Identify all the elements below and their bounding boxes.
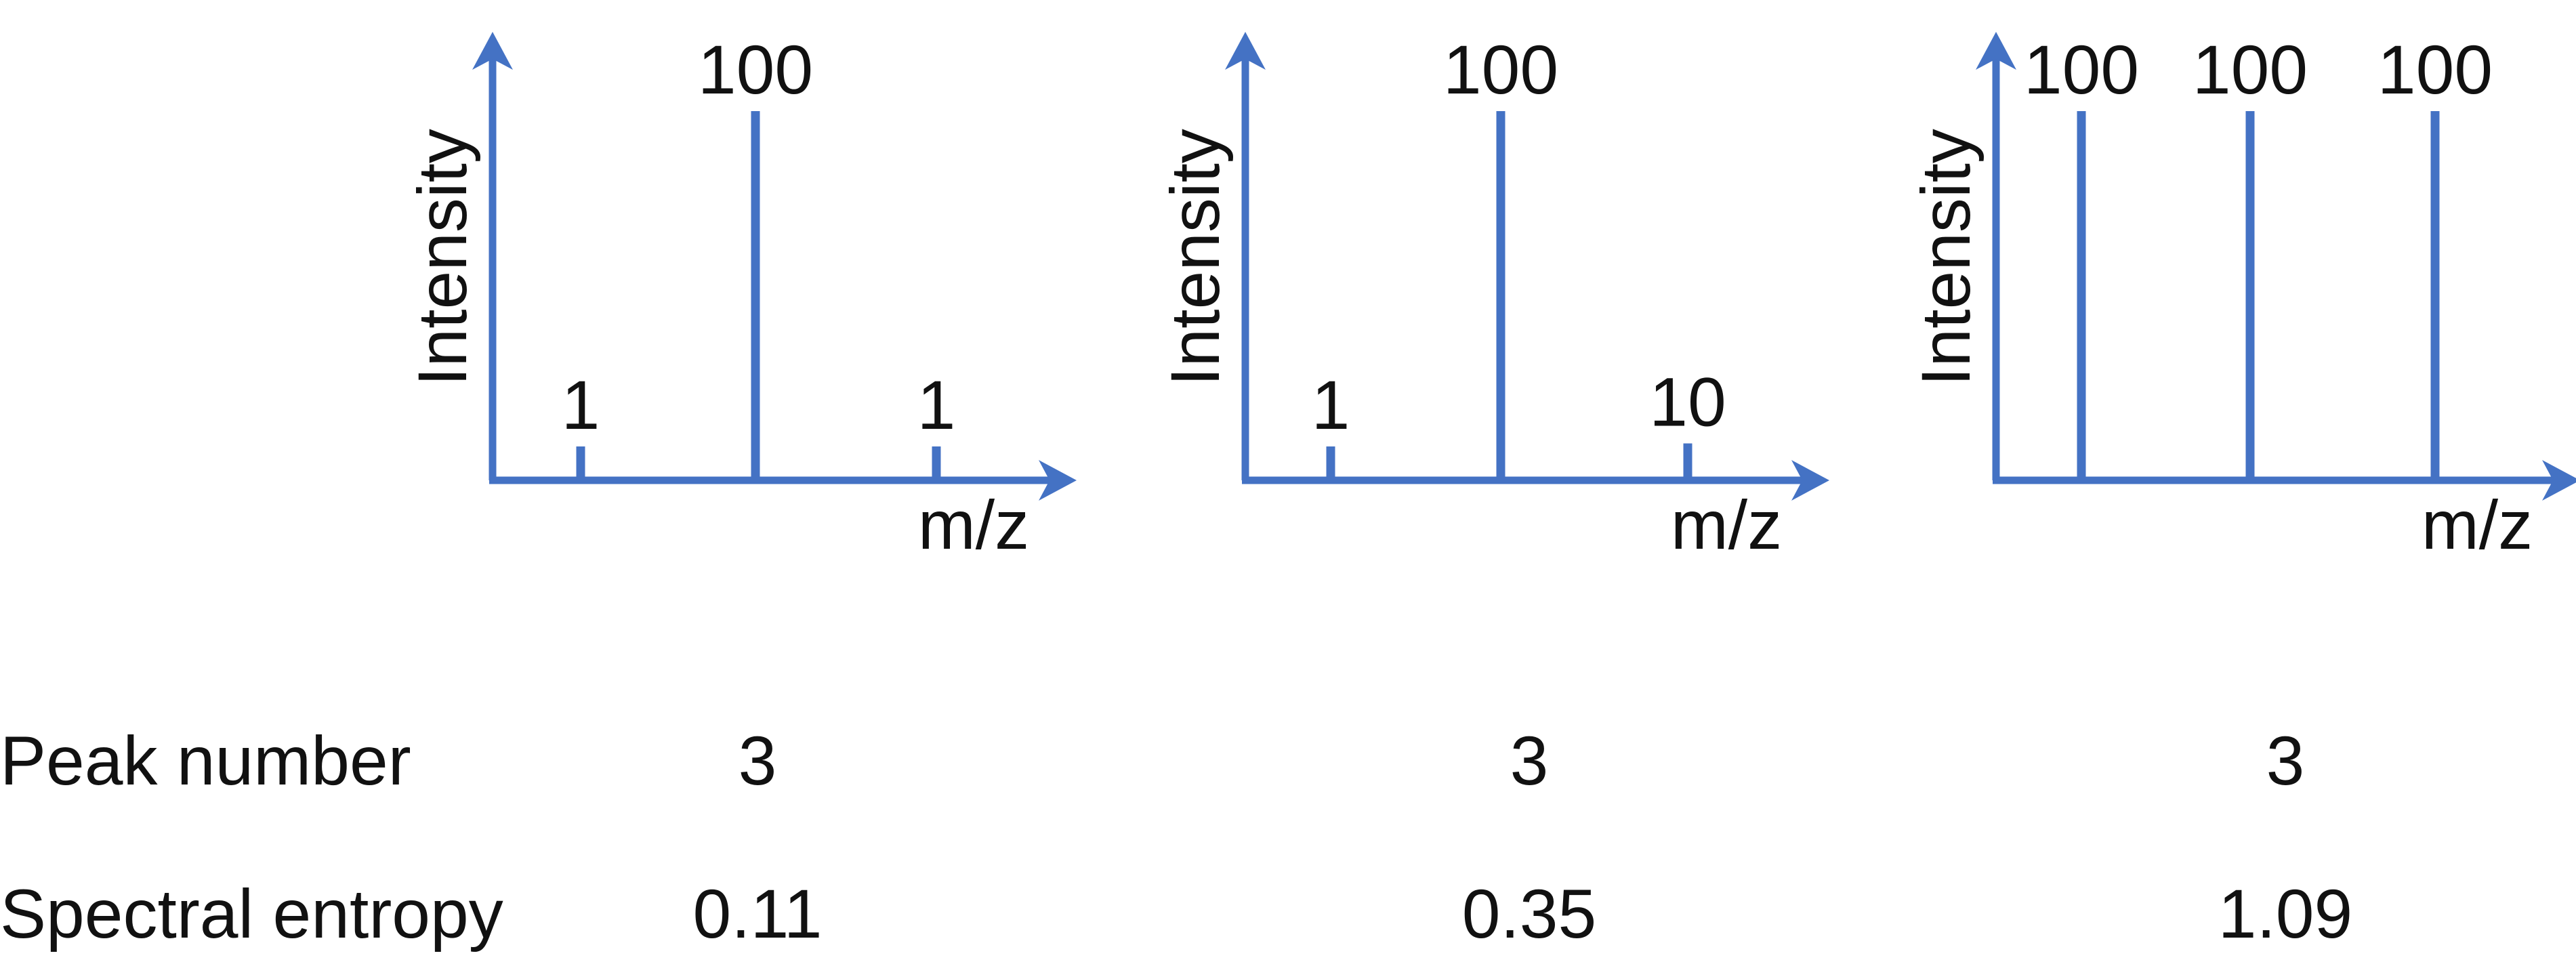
- spectral-entropy-value-2: 0.35: [1462, 875, 1597, 953]
- peak-number-value-1: 3: [739, 722, 777, 799]
- y-axis-arrowhead: [1976, 32, 2016, 70]
- x-axis-arrowhead: [1039, 460, 1077, 501]
- peak-label: 1: [562, 367, 600, 444]
- y-axis-label: Intensity: [1907, 129, 1985, 386]
- spectra-charts: Intensitym/z11001Intensitym/z110010Inten…: [404, 31, 2576, 564]
- row-label-spectral-entropy: Spectral entropy: [0, 875, 503, 953]
- peak-label: 100: [2024, 31, 2139, 108]
- peak-label: 100: [2377, 31, 2493, 108]
- peak-label: 1: [1312, 367, 1350, 444]
- summary-table: Peak number 3 3 3 Spectral entropy 0.11 …: [0, 722, 2352, 953]
- y-axis-label: Intensity: [404, 129, 481, 386]
- peak-label: 1: [917, 367, 956, 444]
- peak-label: 100: [698, 31, 813, 108]
- spectral-entropy-value-1: 0.11: [693, 875, 823, 953]
- peak-number-value-3: 3: [2266, 722, 2305, 799]
- row-label-peak-number: Peak number: [0, 722, 411, 799]
- x-axis-arrowhead: [2542, 460, 2576, 501]
- x-axis-arrowhead: [1791, 460, 1829, 501]
- peak-label: 100: [1443, 31, 1558, 108]
- x-axis-label: m/z: [1671, 486, 1782, 564]
- y-axis-arrowhead: [472, 32, 513, 70]
- peak-label: 10: [1649, 364, 1726, 441]
- peak-label: 100: [2193, 31, 2308, 108]
- peak-number-value-2: 3: [1510, 722, 1549, 799]
- y-axis-arrowhead: [1225, 32, 1266, 70]
- spectrum-chart-2: Intensity m/z 1 100 10: [1157, 31, 1829, 564]
- spectrum-chart-1: Intensity m/z 1 100 1: [404, 31, 1077, 564]
- spectrum-chart-3: Intensity m/z 100 100 100: [1907, 31, 2576, 564]
- x-axis-label: m/z: [918, 486, 1029, 564]
- spectral-entropy-value-3: 1.09: [2218, 875, 2353, 953]
- y-axis-label: Intensity: [1157, 129, 1234, 386]
- x-axis-label: m/z: [2422, 486, 2533, 564]
